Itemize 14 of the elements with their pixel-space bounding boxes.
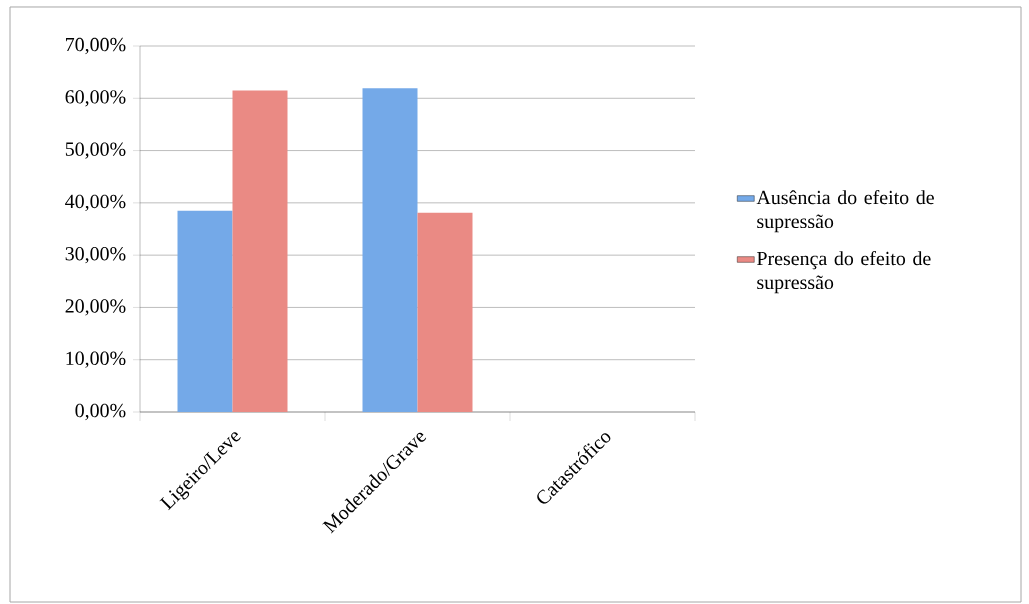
bar bbox=[232, 90, 288, 412]
y-tick-label: 40,00% bbox=[65, 194, 126, 212]
y-tick-label: 0,00% bbox=[75, 403, 126, 421]
y-tick-label: 30,00% bbox=[65, 246, 126, 264]
y-tick-label: 50,00% bbox=[65, 142, 126, 159]
y-tick-label: 10,00% bbox=[66, 351, 126, 368]
bar bbox=[362, 88, 418, 412]
bar bbox=[177, 210, 233, 412]
y-tick-label: 70,00% bbox=[66, 37, 126, 55]
y-tick-label: 20,00% bbox=[65, 299, 126, 316]
legend-label: Ausência do efeito de supressão bbox=[756, 189, 934, 233]
bar bbox=[417, 212, 473, 412]
y-tick-label: 60,00% bbox=[65, 90, 126, 107]
legend-label: Presença do efeito de supressão bbox=[757, 250, 931, 294]
